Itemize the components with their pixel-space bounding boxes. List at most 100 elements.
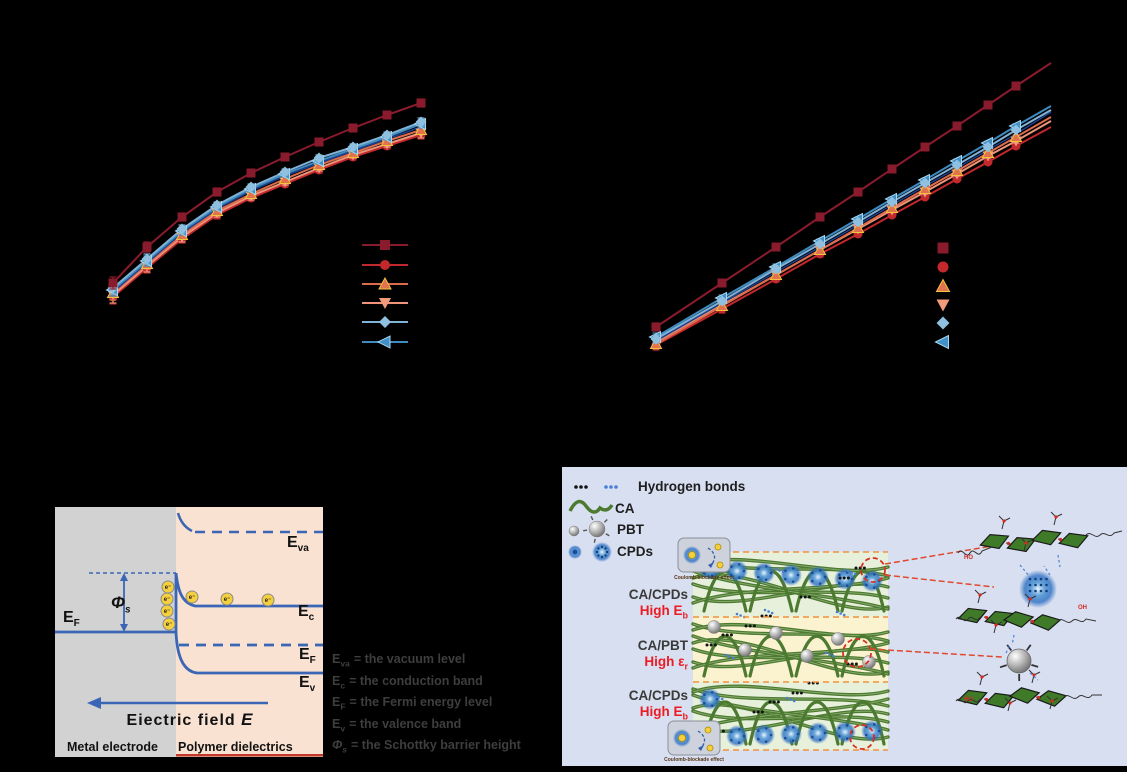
ca-ring bbox=[957, 689, 988, 706]
cpd-lattice-dot bbox=[1034, 583, 1037, 587]
cpd-dot bbox=[784, 736, 787, 740]
polymer-chain-highlight bbox=[692, 642, 889, 669]
pbt-bond bbox=[1025, 644, 1032, 652]
ca-ring bbox=[1008, 687, 1041, 704]
ca-legend-icon bbox=[568, 499, 614, 514]
pbt-sphere bbox=[831, 632, 845, 646]
cpd-lattice-dot bbox=[1045, 577, 1048, 581]
polymer-backbone-chain bbox=[955, 698, 981, 704]
band-diagram-drawing: e⁻ e⁻ e⁻ e⁻ e⁻ e⁻ e⁻ bbox=[55, 512, 323, 757]
hbond-black-dots bbox=[799, 595, 803, 599]
polymer-backbone-chain bbox=[1085, 530, 1123, 537]
cpd-dot bbox=[737, 728, 741, 731]
data-marker-square bbox=[108, 278, 118, 288]
hbond-black-dots bbox=[772, 700, 776, 704]
oxygen-atom bbox=[1028, 597, 1032, 601]
cpd-dot bbox=[764, 565, 768, 568]
hbond-dashed bbox=[1043, 565, 1051, 576]
charge-core-icon bbox=[678, 734, 686, 742]
arrowhead-down-icon bbox=[120, 624, 128, 632]
series-line-circle-red bbox=[112, 134, 422, 298]
data-marker-diamond bbox=[852, 216, 864, 228]
red-strip bbox=[176, 754, 323, 757]
pbt-sphere bbox=[707, 620, 721, 634]
data-marker-diamond bbox=[814, 238, 826, 250]
composite-schematic-drawing: HO OH HO bbox=[568, 485, 1123, 756]
cpd-dot bbox=[710, 574, 714, 577]
electron-label: e⁻ bbox=[164, 609, 171, 615]
hbond-black-dots bbox=[799, 691, 803, 695]
cpd-dot bbox=[757, 575, 760, 579]
legend-marker-square bbox=[380, 240, 390, 250]
cpd-dot bbox=[784, 728, 787, 732]
oxygen-atom bbox=[984, 697, 989, 702]
data-marker-diamond bbox=[919, 177, 931, 189]
data-marker-square bbox=[717, 278, 727, 288]
cpd-lattice-dot bbox=[1045, 583, 1048, 587]
hbond-black-dots bbox=[776, 700, 780, 704]
hbond-black-dots bbox=[760, 614, 764, 618]
ca-ring bbox=[1029, 614, 1062, 631]
series-square-maroon bbox=[108, 98, 426, 290]
oxygen-atom bbox=[1002, 519, 1006, 523]
hbond-black-dots bbox=[713, 643, 717, 647]
pbt-legend-icon bbox=[588, 520, 606, 538]
pbt-sphere bbox=[769, 626, 783, 640]
data-marker-circle bbox=[983, 157, 993, 167]
polymer-arch bbox=[702, 634, 748, 678]
atom-label: HO bbox=[964, 555, 973, 561]
data-marker-triangle-up bbox=[1009, 130, 1023, 142]
data-marker-square bbox=[771, 242, 781, 252]
data-marker-square bbox=[853, 187, 863, 197]
cpds-texture-dot bbox=[604, 554, 607, 557]
cpd-dot bbox=[865, 583, 868, 587]
legend-b bbox=[934, 242, 951, 350]
hbond-blue-dots bbox=[728, 655, 731, 658]
hbond-black-dots bbox=[854, 662, 858, 666]
arrowhead-left-icon bbox=[87, 697, 101, 709]
layer-2-name: CA/PBT bbox=[637, 638, 688, 653]
cpd-dot bbox=[838, 573, 841, 577]
cpd-lattice-dot bbox=[1039, 577, 1043, 581]
electron-icon bbox=[704, 726, 712, 734]
label-e-c: Ec bbox=[298, 603, 315, 624]
oxygen-atom bbox=[1032, 673, 1036, 677]
ca-ring bbox=[984, 692, 1015, 709]
cpd-particle bbox=[753, 724, 775, 746]
oxygen-atom bbox=[1008, 701, 1012, 705]
arrowhead-icon bbox=[698, 745, 704, 751]
electron-icon bbox=[160, 604, 174, 618]
layer-2-property: High εr bbox=[644, 654, 688, 672]
hbond-blue-dots bbox=[774, 567, 778, 571]
charge-core-icon bbox=[688, 551, 696, 559]
cpd-dot bbox=[845, 724, 849, 727]
oxygen-atom bbox=[978, 593, 982, 597]
band-diagram-definitions: Eva = the vacuum level Ec = the conducti… bbox=[332, 652, 567, 760]
cpd-particle bbox=[699, 688, 721, 710]
hbond-blue-dots bbox=[789, 698, 792, 701]
hbond-blue-dots bbox=[839, 612, 842, 615]
hbond-black-legend-icon bbox=[574, 485, 578, 489]
polymer-dielectrics-label: Polymer dielectrics bbox=[178, 740, 293, 754]
data-marker-square bbox=[212, 187, 222, 197]
polymer-backbone-chain bbox=[957, 546, 993, 556]
series-circle-red bbox=[108, 130, 426, 305]
cpd-dot bbox=[818, 738, 822, 741]
electron-label: e⁻ bbox=[164, 597, 171, 603]
data-marker-square bbox=[348, 123, 358, 133]
cpds-texture-dot bbox=[595, 550, 599, 554]
data-marker-square bbox=[142, 242, 152, 252]
legend-marker-circle bbox=[937, 261, 949, 273]
cpd-dot bbox=[791, 726, 795, 729]
hbond-blue-dots bbox=[842, 613, 846, 617]
cpd-dot bbox=[796, 732, 800, 736]
cpd-dot bbox=[811, 727, 814, 731]
panel-c-band-diagram: e⁻ e⁻ e⁻ e⁻ e⁻ e⁻ e⁻ EF Φs Eva Ec EF Ev Eiectr… bbox=[55, 507, 323, 757]
red-dashed-circle bbox=[842, 638, 872, 668]
legend-marker-triangle-up bbox=[935, 278, 951, 292]
cpds-texture-dot bbox=[600, 555, 604, 559]
oxygen-atom bbox=[1006, 541, 1011, 546]
cpds-label: CPDs bbox=[617, 544, 654, 559]
electron-icon bbox=[185, 590, 199, 604]
